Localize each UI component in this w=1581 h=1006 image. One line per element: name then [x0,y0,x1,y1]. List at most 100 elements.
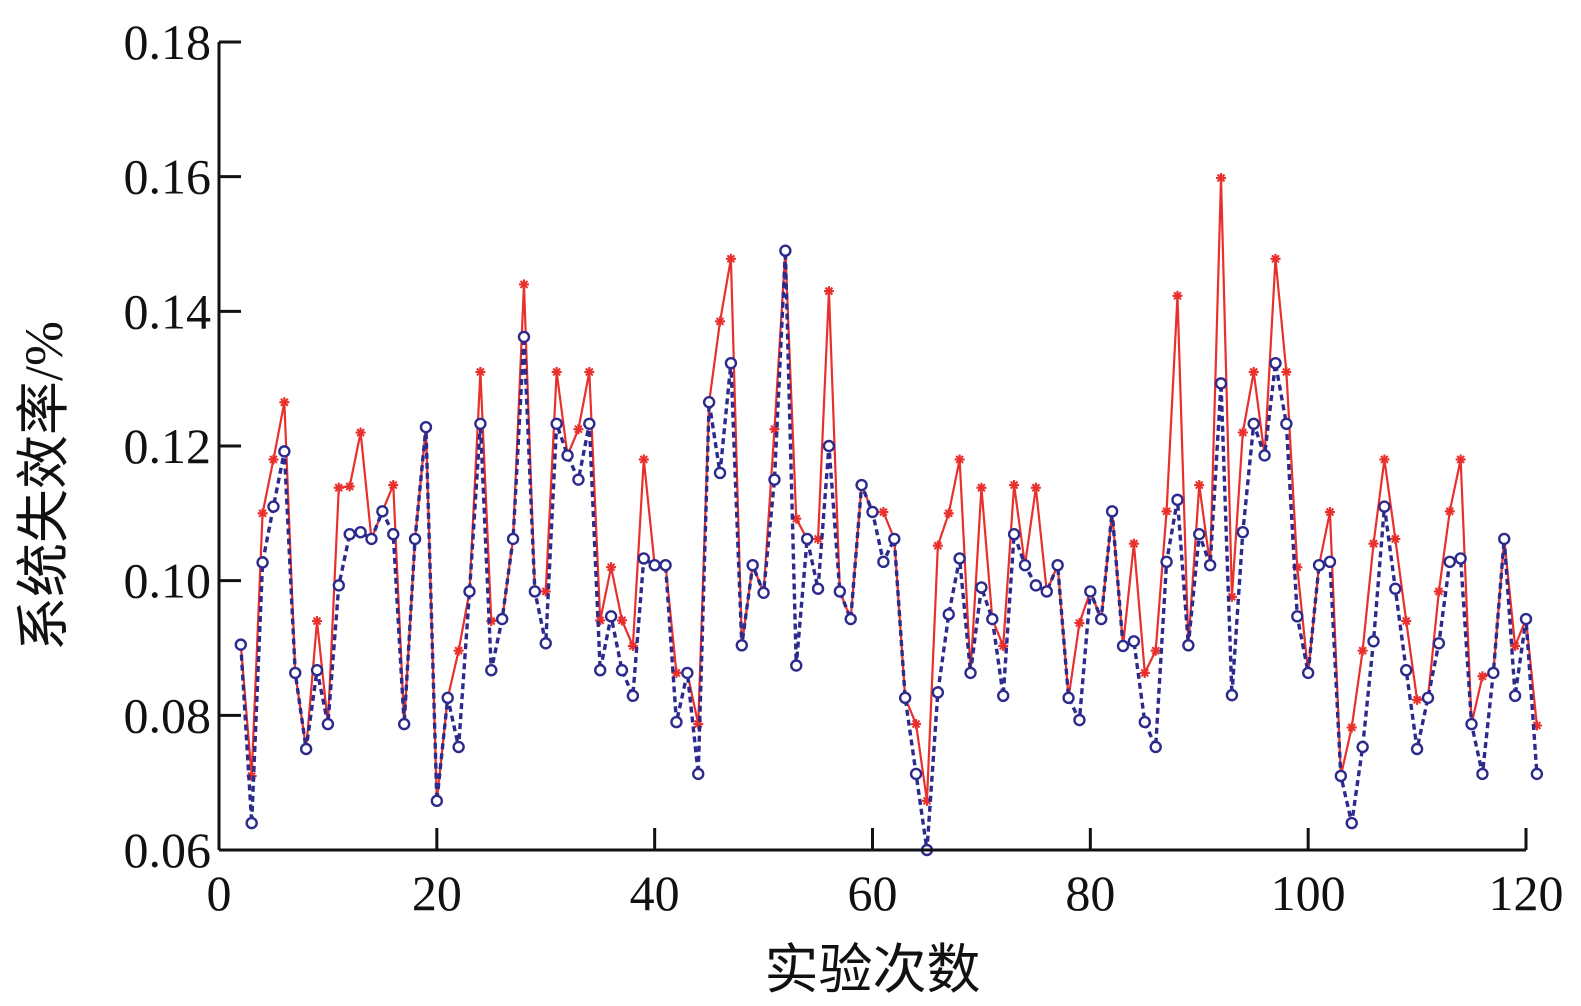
series-2-point [1084,585,1097,598]
series-2-point [1312,558,1326,572]
series-1-point [606,562,617,573]
series-2-point [1236,525,1250,539]
series-2-point [1116,639,1130,653]
series-2-point [1487,666,1500,680]
series-2-point [702,396,716,409]
series-2-point [1389,582,1402,595]
series-2-point [365,532,378,546]
series-2-point [888,532,901,546]
series-2-point [648,558,661,572]
series-2-point [495,612,509,626]
y-tick-label: 0.08 [124,687,212,743]
x-tick-label: 100 [1271,865,1346,921]
series-2-point [1476,767,1489,781]
series-2-point [397,717,411,731]
x-tick-label: 40 [630,865,680,921]
series-1-point [1346,722,1357,733]
series-1-point [1379,454,1390,465]
series-2-point [822,439,836,453]
series-2-point [942,608,955,621]
series-1-point [616,615,627,626]
series-1-point [573,424,584,435]
series-1-point [388,480,399,491]
series-1-point [1009,480,1020,491]
series-2-point [975,581,988,594]
series-2-point [986,612,999,626]
series-2-point [1454,552,1467,565]
series-2-point [1345,816,1358,830]
series-2-point [1225,688,1239,702]
series-1-point [333,482,344,493]
series-2-point [594,664,607,677]
plot-area [234,173,1544,857]
series-2-point [637,552,650,565]
series-2-point [1105,505,1119,518]
series-2-point [681,666,694,680]
series-2-point [474,417,487,430]
series-2-point [343,528,356,541]
series-1-point [823,286,834,297]
series-1-point [976,482,987,493]
series-2-point [735,639,748,652]
y-tick-label: 0.16 [124,149,212,205]
series-1-point [1128,538,1139,549]
series-2-point [768,473,781,486]
series-1-point [1455,454,1466,465]
series-2-point [1182,639,1195,652]
series-1-point [1357,645,1368,656]
series-2-point [866,505,879,519]
series-2-point [267,500,280,513]
series-2-point [811,582,825,595]
series-2-point [1127,635,1141,648]
series-2-point [1334,769,1348,783]
series-2-point [1508,689,1522,703]
series-2-point [1498,532,1511,546]
series-2-point [931,686,945,699]
series-1-point [518,279,529,290]
series-2-point [604,610,618,623]
series-1-point [1248,366,1259,377]
ticks: 0.06 0.08 0.10 0.12 0.14 0.16 0.18 0 20 40 60 80 100… [124,14,1564,921]
series-1-point [551,366,562,377]
series-1-point [312,616,323,627]
series-2-point [615,664,629,677]
y-axis-label: 系统失效率/% [14,321,74,651]
series-2-point [528,585,542,598]
series-2-point [1443,555,1456,569]
axes [217,42,1526,852]
series-1-point [1433,586,1444,597]
series-2-point [408,532,422,546]
series-2-point [517,330,531,344]
series-2-point [245,816,258,830]
x-tick-label: 120 [1489,865,1564,921]
series-2-point [1291,610,1304,623]
series-2-point [1421,691,1435,705]
series-1-point [257,508,268,519]
series-1-point [1270,253,1281,264]
series-2-point [800,532,814,546]
series-2-point [779,244,792,257]
series-2-point [1519,612,1533,626]
series-2-point [1073,713,1086,727]
x-axis-label: 实验次数 [765,940,981,1000]
series-2-point [1269,356,1282,370]
series-1-point [1324,506,1335,517]
series-2-point [1203,558,1217,572]
series-2-point [877,555,890,569]
series-2-point [746,558,759,572]
y-tick-label: 0.12 [124,418,212,474]
series-2-point [997,689,1010,703]
series-2-point [256,556,269,569]
series-2-point [387,528,400,541]
series-2-point [1040,585,1053,598]
series-1-point [1444,506,1455,517]
series-2-point [310,664,324,677]
series-2-point [626,689,640,703]
series-1-markers [235,173,1542,806]
series-1-point [715,316,726,327]
series-2-point [1160,555,1173,569]
series-1-point [475,366,486,377]
series-1-point [1412,694,1423,705]
y-tick-label: 0.10 [124,553,212,609]
series-2-point [1258,449,1271,462]
